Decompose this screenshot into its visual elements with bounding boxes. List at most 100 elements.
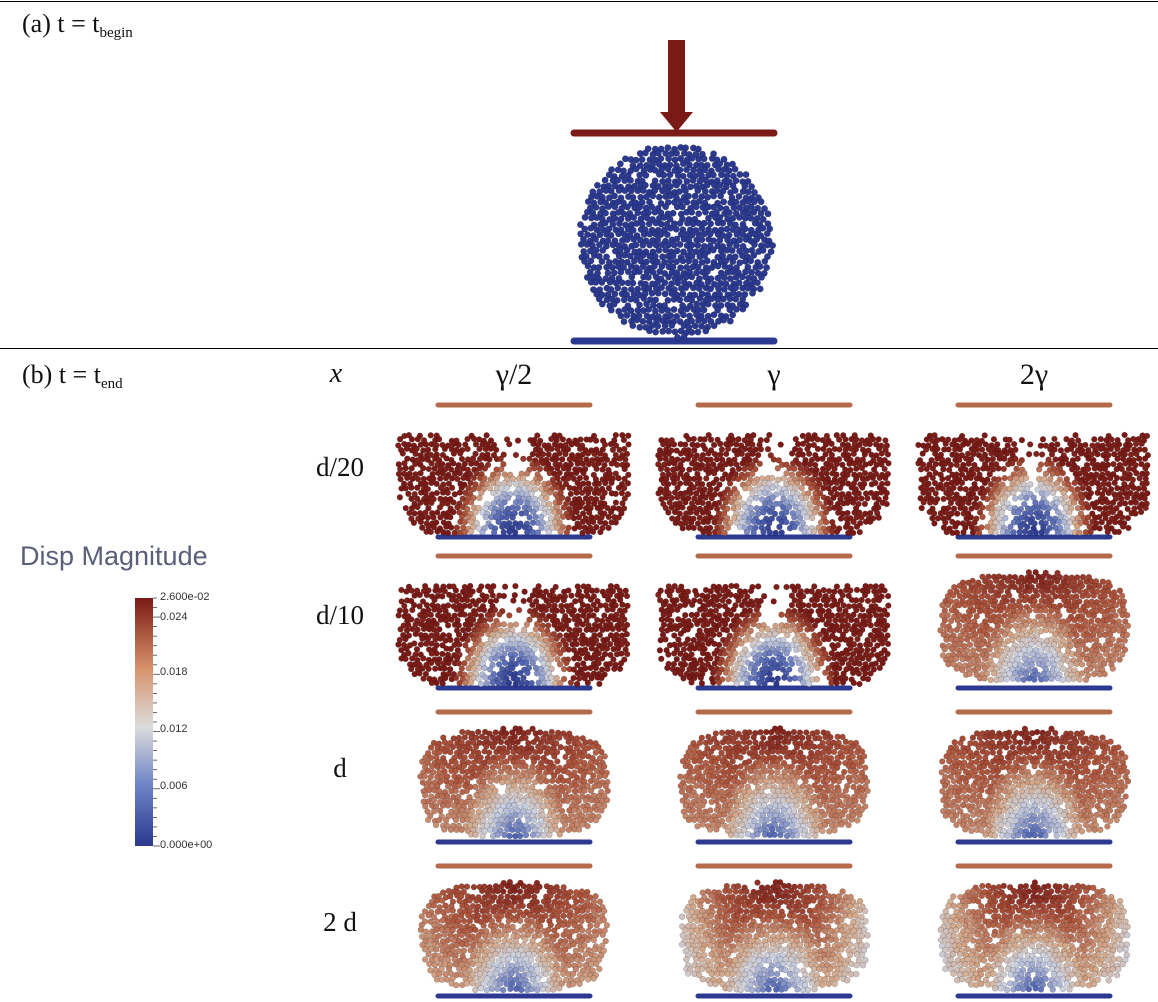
particle bbox=[710, 192, 718, 200]
particle bbox=[1084, 602, 1092, 609]
particle bbox=[654, 149, 662, 157]
particle bbox=[573, 508, 580, 516]
particle bbox=[470, 665, 477, 672]
particle bbox=[923, 436, 930, 443]
particle bbox=[668, 321, 676, 329]
particle bbox=[1011, 495, 1019, 502]
particle bbox=[623, 203, 631, 211]
particle bbox=[707, 436, 715, 443]
particle bbox=[441, 445, 448, 453]
particle bbox=[452, 587, 460, 594]
particle bbox=[949, 592, 957, 599]
particle bbox=[1018, 436, 1026, 444]
particle bbox=[506, 612, 513, 619]
particle bbox=[509, 664, 516, 672]
particle bbox=[673, 625, 680, 633]
particle bbox=[830, 523, 837, 530]
particle bbox=[772, 640, 779, 647]
particle bbox=[735, 475, 742, 483]
particle bbox=[969, 529, 977, 536]
particle bbox=[858, 514, 865, 521]
particle bbox=[661, 290, 669, 298]
particle bbox=[810, 528, 818, 535]
particle bbox=[481, 664, 488, 672]
particle bbox=[615, 220, 623, 228]
particle bbox=[1010, 529, 1017, 536]
particle bbox=[1057, 660, 1064, 667]
particle bbox=[731, 187, 739, 195]
particle bbox=[703, 257, 711, 265]
particle bbox=[839, 679, 847, 686]
particle bbox=[987, 676, 994, 684]
particle bbox=[742, 504, 749, 511]
particle bbox=[752, 494, 760, 502]
particle bbox=[691, 665, 698, 672]
particle bbox=[972, 485, 980, 492]
particle bbox=[636, 171, 644, 179]
particle bbox=[520, 455, 527, 462]
particle bbox=[699, 499, 706, 507]
particle bbox=[1143, 470, 1150, 477]
particle bbox=[768, 474, 776, 482]
particle bbox=[506, 528, 513, 535]
row-header-2d: 2 d bbox=[323, 907, 357, 937]
particle bbox=[1059, 470, 1067, 477]
deformed-sample-r2-c2 bbox=[655, 553, 892, 691]
particle bbox=[598, 674, 605, 682]
particle bbox=[691, 322, 699, 330]
particle bbox=[959, 666, 966, 674]
particle bbox=[788, 660, 796, 668]
particle bbox=[537, 513, 545, 521]
particle bbox=[619, 601, 626, 608]
particle bbox=[732, 295, 740, 303]
particle bbox=[1088, 480, 1096, 487]
particle bbox=[981, 479, 989, 487]
particle bbox=[1121, 431, 1128, 439]
particle bbox=[608, 479, 615, 486]
particle bbox=[559, 456, 566, 463]
colorbar-tick-0018: 0.018 bbox=[160, 666, 188, 678]
particle bbox=[610, 192, 618, 200]
particle bbox=[682, 640, 689, 647]
particle bbox=[962, 592, 969, 599]
particle bbox=[1045, 660, 1052, 667]
particle bbox=[690, 524, 697, 532]
particle bbox=[693, 509, 700, 516]
particle bbox=[655, 193, 663, 201]
particle bbox=[622, 456, 629, 463]
particle bbox=[1113, 651, 1120, 658]
particle bbox=[955, 601, 963, 609]
particle bbox=[577, 240, 585, 248]
particle bbox=[1003, 675, 1010, 683]
particle bbox=[849, 529, 857, 537]
particle bbox=[750, 620, 757, 628]
particle bbox=[953, 655, 960, 662]
particle bbox=[630, 214, 638, 222]
particle bbox=[405, 650, 412, 657]
particle bbox=[844, 650, 851, 657]
particle bbox=[559, 436, 567, 443]
particle bbox=[1048, 646, 1056, 653]
particle bbox=[657, 465, 665, 473]
particle bbox=[976, 607, 984, 615]
particle bbox=[565, 587, 572, 594]
particle bbox=[1052, 631, 1059, 638]
particle bbox=[670, 650, 678, 657]
particle bbox=[702, 327, 710, 335]
particle bbox=[437, 514, 444, 521]
particle bbox=[1026, 529, 1034, 537]
particle bbox=[1067, 661, 1075, 668]
particle bbox=[864, 664, 871, 672]
particle bbox=[701, 606, 709, 613]
particle bbox=[531, 465, 538, 472]
particle bbox=[1123, 611, 1131, 619]
particle bbox=[632, 220, 640, 228]
particle bbox=[660, 171, 668, 179]
particle bbox=[501, 471, 508, 478]
particle bbox=[644, 273, 652, 281]
particle bbox=[621, 187, 629, 195]
particle bbox=[716, 659, 724, 667]
panel-a-initial-state bbox=[570, 40, 778, 345]
particle bbox=[674, 494, 681, 501]
particle bbox=[1042, 607, 1049, 614]
